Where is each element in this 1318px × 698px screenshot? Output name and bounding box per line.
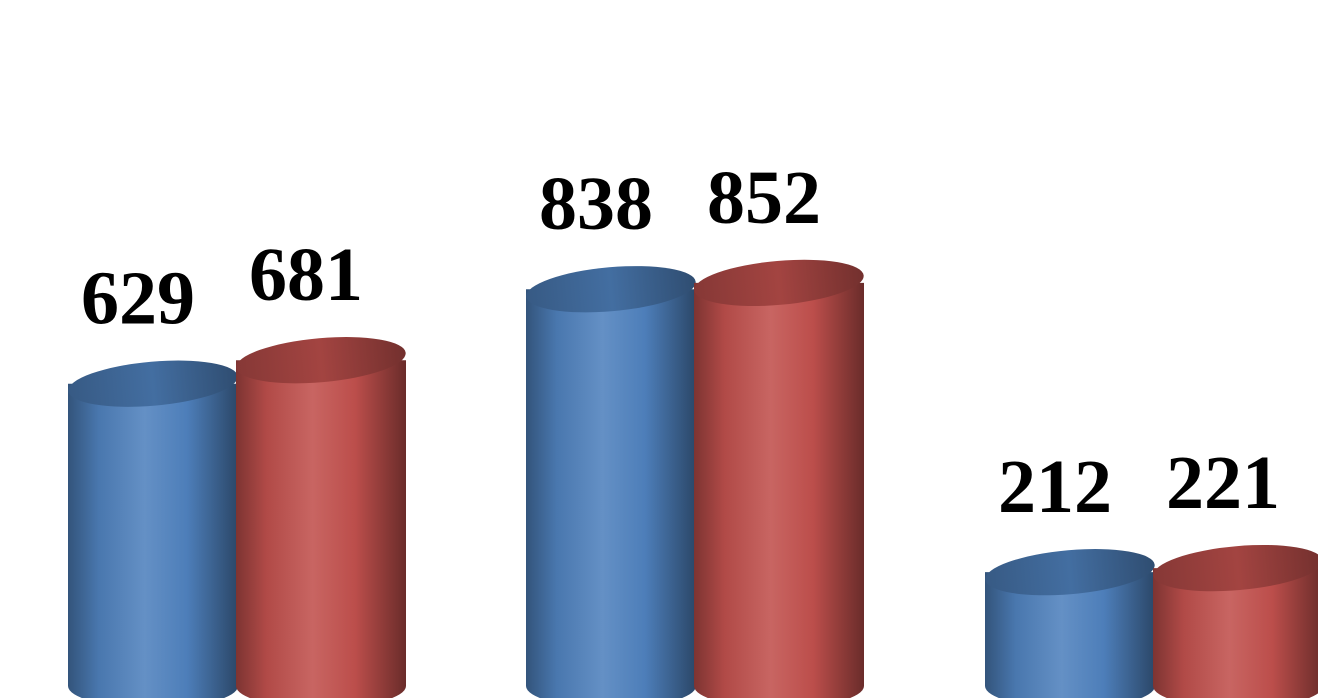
data-label: 221 [1166,441,1280,525]
cylinder-top [68,360,238,407]
bars-layer [68,259,1318,698]
cylinder-body [526,289,696,698]
bar-series-2-category-1 [236,337,406,698]
bar-series-1-category-3 [985,549,1155,698]
cylinder-body [694,282,864,698]
cylinder-body [1153,568,1318,698]
data-label: 681 [249,233,363,317]
bar-series-1-category-1 [68,360,238,698]
data-label: 629 [81,257,195,341]
cylinder-body [985,572,1155,698]
bar-series-2-category-3 [1153,544,1318,698]
bar-series-1-category-2 [526,266,696,698]
bar-series-2-category-2 [694,259,864,698]
cylinder-top [694,259,864,307]
data-labels-layer: 629 838 212 681 852 221 [81,156,1280,529]
data-label: 852 [707,156,821,240]
cylinder-body [236,360,406,698]
cylinder-top [526,266,696,313]
cylinder-top [1153,544,1318,592]
cylinder-top [236,337,406,384]
cylinder-body [68,383,238,698]
cylinder-top [985,549,1155,596]
data-label: 212 [998,445,1112,529]
data-label: 838 [539,162,653,246]
